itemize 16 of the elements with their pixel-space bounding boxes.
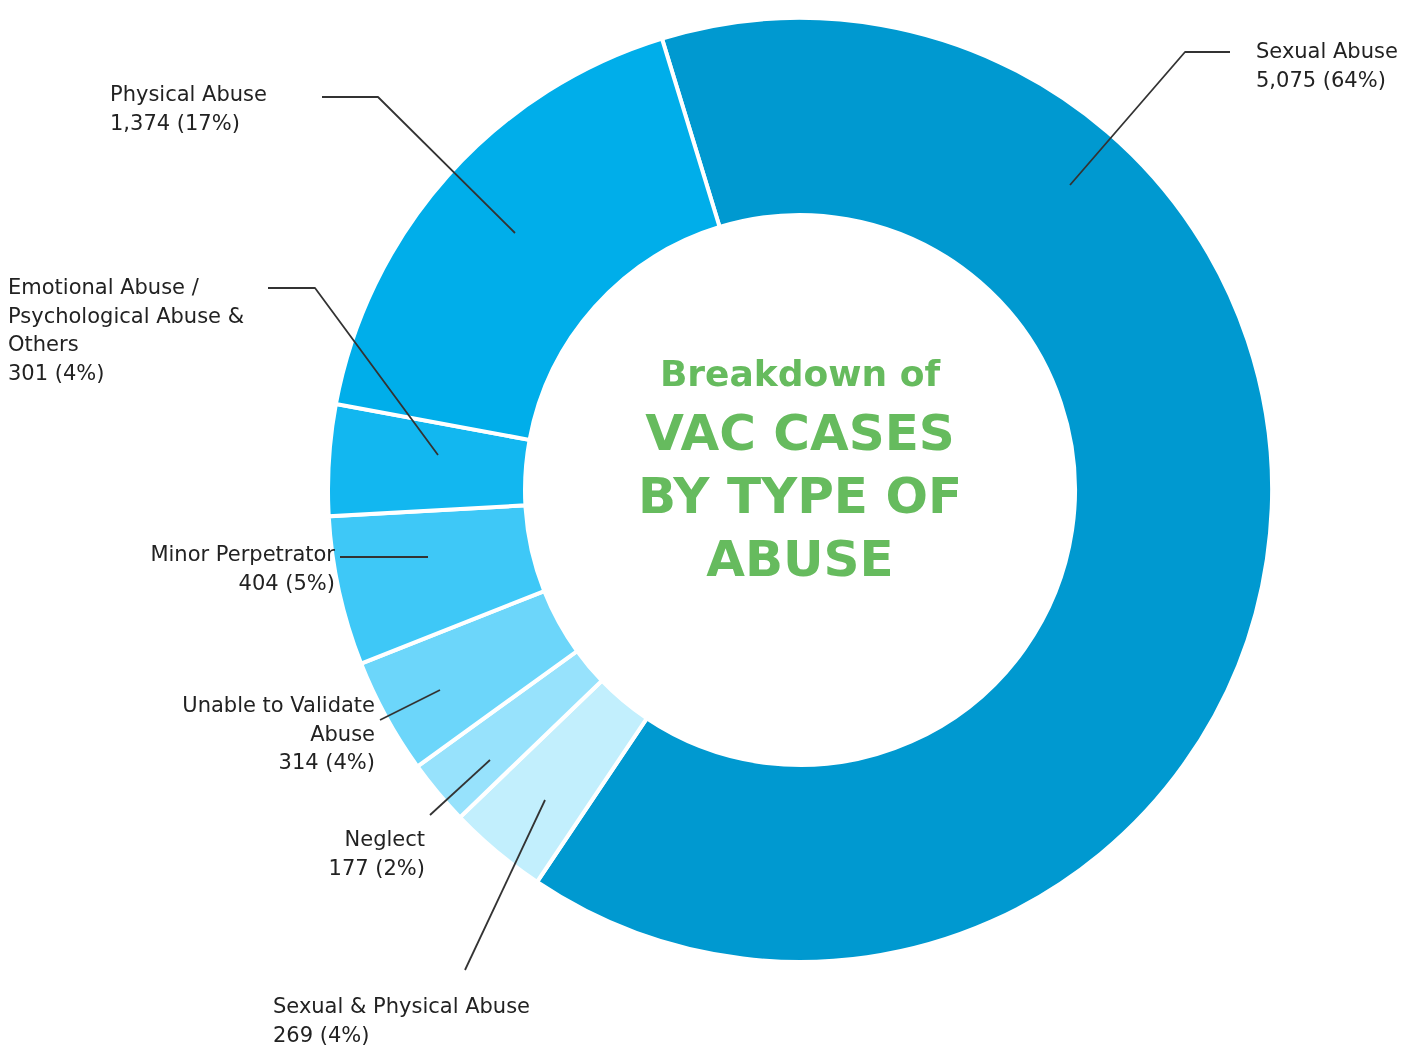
data-label: 1,374 (17%) [110,110,240,135]
slice-label: Emotional Abuse / Psychological Abuse & Others [8,275,245,356]
slice-label: Minor Perpetrator [150,542,336,566]
data-label: 177 (2%) [328,855,425,880]
data-label: 404 (5%) [238,570,335,595]
slice-label: Neglect [344,827,425,851]
slice-label: Sexual Abuse [1256,39,1398,63]
data-label: 5,075 (64%) [1256,67,1386,92]
data-label: 269 (4%) [273,1022,370,1047]
text: VAC CASES BY TYPE OF ABUSE [637,403,963,588]
slice-label: Sexual & Physical Abuse [273,994,531,1018]
slice-label: Physical Abuse [110,82,267,106]
slice-label: Unable to Validate Abuse [182,693,375,746]
data-label: 301 (4%) [8,360,105,385]
text: Breakdown of [659,353,941,394]
data-label: 314 (4%) [278,750,375,774]
